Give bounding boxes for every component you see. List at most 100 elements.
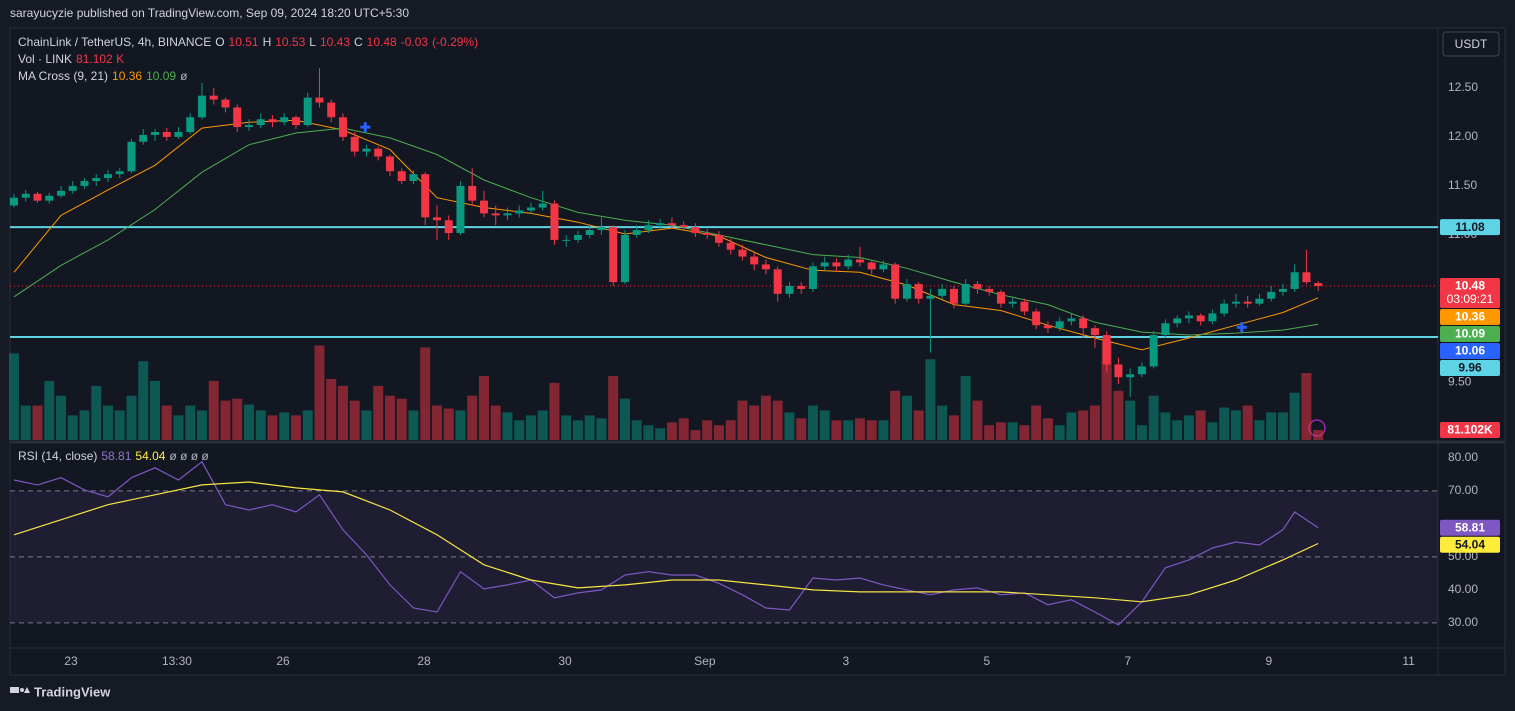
candle-body bbox=[1208, 313, 1217, 322]
volume-bar bbox=[502, 412, 513, 440]
volume-bar bbox=[138, 361, 149, 440]
candle-body bbox=[421, 174, 430, 218]
candle-body bbox=[150, 131, 159, 135]
candle-body bbox=[573, 234, 582, 240]
currency-button-label[interactable]: USDT bbox=[1455, 37, 1488, 51]
x-tick-label: 30 bbox=[558, 654, 572, 668]
price-label: 10.36 bbox=[1455, 310, 1485, 324]
candle-body bbox=[1137, 366, 1146, 375]
y-tick-label: 11.50 bbox=[1448, 178, 1477, 192]
candle-body bbox=[879, 264, 888, 270]
candle-body bbox=[1055, 321, 1064, 329]
volume-bar bbox=[1207, 422, 1218, 440]
x-tick-label: Sep bbox=[694, 654, 716, 668]
volume-value: 81.102 K bbox=[76, 52, 125, 66]
x-tick-label: 28 bbox=[417, 654, 431, 668]
price-label: 9.96 bbox=[1458, 361, 1482, 375]
volume-bar bbox=[185, 405, 196, 440]
x-tick-label: 13:30 bbox=[162, 654, 192, 668]
candle-body bbox=[785, 285, 794, 294]
candle-body bbox=[350, 136, 359, 152]
change: -0.03 bbox=[400, 35, 429, 49]
volume-bar bbox=[901, 395, 912, 440]
candle-body bbox=[127, 141, 136, 172]
candle-body bbox=[1149, 335, 1158, 367]
candle-body bbox=[808, 266, 817, 289]
volume-bar bbox=[690, 430, 701, 440]
volume-bar bbox=[67, 415, 78, 440]
volume-bar bbox=[1195, 410, 1206, 440]
ma-extra: ø bbox=[180, 69, 188, 83]
candle-body bbox=[1173, 318, 1182, 324]
y-tick-label: 9.50 bbox=[1448, 374, 1472, 388]
volume-bar bbox=[1078, 410, 1089, 440]
candle-body bbox=[1231, 301, 1240, 304]
candle-body bbox=[1079, 318, 1088, 329]
volume-bar bbox=[1160, 412, 1171, 440]
rsi-line bbox=[13, 481, 1319, 603]
candle-body bbox=[362, 148, 371, 152]
symbol: ChainLink / TetherUS, 4h, BINANCE bbox=[18, 35, 212, 49]
candle-body bbox=[1220, 303, 1229, 314]
volume-bar bbox=[373, 385, 384, 440]
volume-bar bbox=[455, 410, 466, 440]
candle-body bbox=[45, 195, 54, 201]
candle-body bbox=[115, 171, 124, 175]
volume-bar bbox=[913, 410, 924, 440]
candle-body bbox=[515, 210, 524, 214]
volume-label: 81.102K bbox=[1447, 423, 1493, 437]
volume-bar bbox=[478, 376, 489, 440]
price-label-box bbox=[1440, 325, 1500, 342]
volume-bar bbox=[232, 398, 243, 440]
candle-body bbox=[1302, 272, 1311, 283]
volume-bar bbox=[102, 405, 113, 440]
x-tick-label: 23 bbox=[64, 654, 78, 668]
volume-bar bbox=[596, 418, 607, 440]
candle-body bbox=[844, 259, 853, 267]
volume-bar bbox=[890, 390, 901, 440]
low: 10.43 bbox=[319, 35, 350, 49]
rsi-value: 58.81 bbox=[101, 449, 132, 463]
volume-bar bbox=[995, 422, 1006, 440]
candle-body bbox=[244, 125, 253, 128]
candle-body bbox=[1032, 311, 1041, 326]
candle-body bbox=[632, 230, 641, 235]
legend-symbol: ChainLink / TetherUS, 4h, BINANCE O 10.51… bbox=[18, 35, 478, 49]
candle-body bbox=[1020, 301, 1029, 312]
legend-ma: MA Cross (9, 21) 10.36 10.09 ø bbox=[18, 69, 187, 83]
volume-bar bbox=[349, 400, 360, 440]
volume-bar bbox=[326, 378, 337, 440]
volume-bar bbox=[514, 420, 525, 440]
c-label: C bbox=[354, 35, 363, 49]
candle-body bbox=[714, 234, 723, 243]
rsi-tick-label: 40.00 bbox=[1448, 582, 1478, 596]
x-tick-label: 9 bbox=[1265, 654, 1272, 668]
volume-bar bbox=[20, 405, 31, 440]
x-tick-label: 7 bbox=[1124, 654, 1131, 668]
volume-bar bbox=[126, 395, 137, 440]
x-tick-label: 26 bbox=[276, 654, 290, 668]
volume-bar bbox=[619, 398, 630, 440]
candle-body bbox=[773, 269, 782, 294]
candle-body bbox=[526, 207, 535, 211]
ma-slow: 10.09 bbox=[146, 69, 177, 83]
currency-button[interactable] bbox=[1442, 31, 1500, 57]
price-label: 10.06 bbox=[1455, 344, 1485, 358]
volume-bar bbox=[396, 398, 407, 440]
candle-body bbox=[1008, 301, 1017, 304]
price-label-box bbox=[1440, 536, 1500, 553]
candle-body bbox=[409, 174, 418, 182]
volume-bar bbox=[1089, 405, 1100, 440]
candle-body bbox=[679, 225, 688, 228]
candle-body bbox=[644, 225, 653, 231]
candle-body bbox=[1255, 298, 1264, 304]
candle-body bbox=[738, 249, 747, 257]
candle-body bbox=[620, 234, 629, 283]
volume-bar bbox=[79, 410, 90, 440]
candle-body bbox=[820, 262, 829, 267]
volume-bar bbox=[55, 395, 66, 440]
volume-bar bbox=[737, 400, 748, 440]
volume-bar bbox=[960, 376, 971, 440]
volume-bar bbox=[467, 395, 478, 440]
